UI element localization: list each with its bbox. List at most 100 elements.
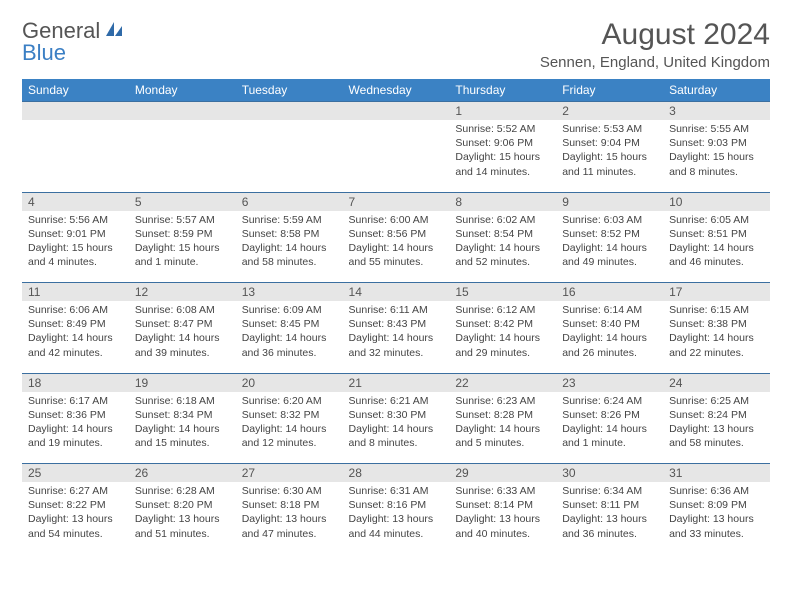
sunrise-text: Sunrise: 6:30 AM bbox=[242, 484, 337, 498]
sunset-text: Sunset: 8:45 PM bbox=[242, 317, 337, 331]
day-number-cell: 3 bbox=[663, 102, 770, 121]
day-number-cell: 30 bbox=[556, 464, 663, 483]
sail-icon bbox=[104, 20, 124, 43]
sunset-text: Sunset: 8:59 PM bbox=[135, 227, 230, 241]
day-number-cell: 19 bbox=[129, 373, 236, 392]
calendar-header-row: Sunday Monday Tuesday Wednesday Thursday… bbox=[22, 79, 770, 102]
daylight-text: Daylight: 15 hours and 4 minutes. bbox=[28, 241, 123, 269]
sunrise-text: Sunrise: 6:00 AM bbox=[349, 213, 444, 227]
daylight-text: Daylight: 13 hours and 51 minutes. bbox=[135, 512, 230, 540]
day-detail-cell: Sunrise: 6:20 AMSunset: 8:32 PMDaylight:… bbox=[236, 392, 343, 464]
day-number-cell: 7 bbox=[343, 192, 450, 211]
header: General August 2024 Sennen, England, Uni… bbox=[22, 18, 770, 71]
daylight-text: Daylight: 13 hours and 33 minutes. bbox=[669, 512, 764, 540]
day-detail-cell: Sunrise: 6:31 AMSunset: 8:16 PMDaylight:… bbox=[343, 482, 450, 554]
sunrise-text: Sunrise: 6:28 AM bbox=[135, 484, 230, 498]
sunset-text: Sunset: 8:47 PM bbox=[135, 317, 230, 331]
day-number-cell: 17 bbox=[663, 283, 770, 302]
day-number-cell: 16 bbox=[556, 283, 663, 302]
sunrise-text: Sunrise: 6:08 AM bbox=[135, 303, 230, 317]
day-number-cell: 22 bbox=[449, 373, 556, 392]
sunset-text: Sunset: 8:24 PM bbox=[669, 408, 764, 422]
day-detail-cell bbox=[22, 120, 129, 192]
sunset-text: Sunset: 8:11 PM bbox=[562, 498, 657, 512]
day-number-cell: 6 bbox=[236, 192, 343, 211]
daylight-text: Daylight: 14 hours and 15 minutes. bbox=[135, 422, 230, 450]
sunrise-text: Sunrise: 6:25 AM bbox=[669, 394, 764, 408]
weekday-header: Tuesday bbox=[236, 79, 343, 102]
day-detail-cell: Sunrise: 6:17 AMSunset: 8:36 PMDaylight:… bbox=[22, 392, 129, 464]
daylight-text: Daylight: 14 hours and 26 minutes. bbox=[562, 331, 657, 359]
weekday-header: Wednesday bbox=[343, 79, 450, 102]
day-detail-cell: Sunrise: 6:08 AMSunset: 8:47 PMDaylight:… bbox=[129, 301, 236, 373]
sunrise-text: Sunrise: 5:59 AM bbox=[242, 213, 337, 227]
daylight-text: Daylight: 13 hours and 44 minutes. bbox=[349, 512, 444, 540]
day-number-cell: 9 bbox=[556, 192, 663, 211]
day-detail-cell: Sunrise: 5:52 AMSunset: 9:06 PMDaylight:… bbox=[449, 120, 556, 192]
day-detail-cell: Sunrise: 6:06 AMSunset: 8:49 PMDaylight:… bbox=[22, 301, 129, 373]
day-number-cell: 18 bbox=[22, 373, 129, 392]
daynum-row: 123 bbox=[22, 102, 770, 121]
sunrise-text: Sunrise: 6:18 AM bbox=[135, 394, 230, 408]
daylight-text: Daylight: 14 hours and 46 minutes. bbox=[669, 241, 764, 269]
day-number-cell: 20 bbox=[236, 373, 343, 392]
day-detail-cell: Sunrise: 5:59 AMSunset: 8:58 PMDaylight:… bbox=[236, 211, 343, 283]
sunrise-text: Sunrise: 6:31 AM bbox=[349, 484, 444, 498]
sunrise-text: Sunrise: 6:24 AM bbox=[562, 394, 657, 408]
calendar-table: Sunday Monday Tuesday Wednesday Thursday… bbox=[22, 79, 770, 554]
day-number-cell: 14 bbox=[343, 283, 450, 302]
logo-blue-wrap: Blue bbox=[22, 40, 66, 66]
sunrise-text: Sunrise: 6:34 AM bbox=[562, 484, 657, 498]
day-detail-cell: Sunrise: 6:00 AMSunset: 8:56 PMDaylight:… bbox=[343, 211, 450, 283]
day-number-cell: 21 bbox=[343, 373, 450, 392]
sunrise-text: Sunrise: 6:27 AM bbox=[28, 484, 123, 498]
daylight-text: Daylight: 15 hours and 11 minutes. bbox=[562, 150, 657, 178]
day-detail-cell: Sunrise: 6:30 AMSunset: 8:18 PMDaylight:… bbox=[236, 482, 343, 554]
day-detail-cell: Sunrise: 6:12 AMSunset: 8:42 PMDaylight:… bbox=[449, 301, 556, 373]
sunset-text: Sunset: 8:56 PM bbox=[349, 227, 444, 241]
weekday-header: Thursday bbox=[449, 79, 556, 102]
sunset-text: Sunset: 8:58 PM bbox=[242, 227, 337, 241]
day-detail-cell: Sunrise: 6:03 AMSunset: 8:52 PMDaylight:… bbox=[556, 211, 663, 283]
sunrise-text: Sunrise: 6:06 AM bbox=[28, 303, 123, 317]
sunset-text: Sunset: 8:43 PM bbox=[349, 317, 444, 331]
sunrise-text: Sunrise: 6:09 AM bbox=[242, 303, 337, 317]
daynum-row: 18192021222324 bbox=[22, 373, 770, 392]
sunrise-text: Sunrise: 5:53 AM bbox=[562, 122, 657, 136]
day-number-cell: 4 bbox=[22, 192, 129, 211]
daylight-text: Daylight: 14 hours and 12 minutes. bbox=[242, 422, 337, 450]
logo-text-blue: Blue bbox=[22, 40, 66, 65]
sunrise-text: Sunrise: 6:20 AM bbox=[242, 394, 337, 408]
sunset-text: Sunset: 8:32 PM bbox=[242, 408, 337, 422]
day-number-cell: 15 bbox=[449, 283, 556, 302]
sunrise-text: Sunrise: 6:03 AM bbox=[562, 213, 657, 227]
day-detail-cell: Sunrise: 6:09 AMSunset: 8:45 PMDaylight:… bbox=[236, 301, 343, 373]
detail-row: Sunrise: 5:56 AMSunset: 9:01 PMDaylight:… bbox=[22, 211, 770, 283]
sunset-text: Sunset: 9:03 PM bbox=[669, 136, 764, 150]
sunrise-text: Sunrise: 6:33 AM bbox=[455, 484, 550, 498]
daylight-text: Daylight: 14 hours and 58 minutes. bbox=[242, 241, 337, 269]
sunset-text: Sunset: 8:18 PM bbox=[242, 498, 337, 512]
day-number-cell: 24 bbox=[663, 373, 770, 392]
sunset-text: Sunset: 8:38 PM bbox=[669, 317, 764, 331]
day-number-cell bbox=[343, 102, 450, 121]
sunset-text: Sunset: 8:34 PM bbox=[135, 408, 230, 422]
sunrise-text: Sunrise: 6:36 AM bbox=[669, 484, 764, 498]
day-detail-cell: Sunrise: 6:02 AMSunset: 8:54 PMDaylight:… bbox=[449, 211, 556, 283]
sunrise-text: Sunrise: 5:57 AM bbox=[135, 213, 230, 227]
sunset-text: Sunset: 8:28 PM bbox=[455, 408, 550, 422]
daylight-text: Daylight: 14 hours and 55 minutes. bbox=[349, 241, 444, 269]
sunset-text: Sunset: 8:26 PM bbox=[562, 408, 657, 422]
day-detail-cell: Sunrise: 6:23 AMSunset: 8:28 PMDaylight:… bbox=[449, 392, 556, 464]
sunrise-text: Sunrise: 6:17 AM bbox=[28, 394, 123, 408]
day-detail-cell: Sunrise: 6:25 AMSunset: 8:24 PMDaylight:… bbox=[663, 392, 770, 464]
daylight-text: Daylight: 13 hours and 36 minutes. bbox=[562, 512, 657, 540]
sunrise-text: Sunrise: 6:21 AM bbox=[349, 394, 444, 408]
daylight-text: Daylight: 15 hours and 8 minutes. bbox=[669, 150, 764, 178]
sunrise-text: Sunrise: 6:12 AM bbox=[455, 303, 550, 317]
day-detail-cell: Sunrise: 5:53 AMSunset: 9:04 PMDaylight:… bbox=[556, 120, 663, 192]
day-detail-cell bbox=[236, 120, 343, 192]
sunrise-text: Sunrise: 6:15 AM bbox=[669, 303, 764, 317]
day-detail-cell: Sunrise: 6:27 AMSunset: 8:22 PMDaylight:… bbox=[22, 482, 129, 554]
daynum-row: 25262728293031 bbox=[22, 464, 770, 483]
